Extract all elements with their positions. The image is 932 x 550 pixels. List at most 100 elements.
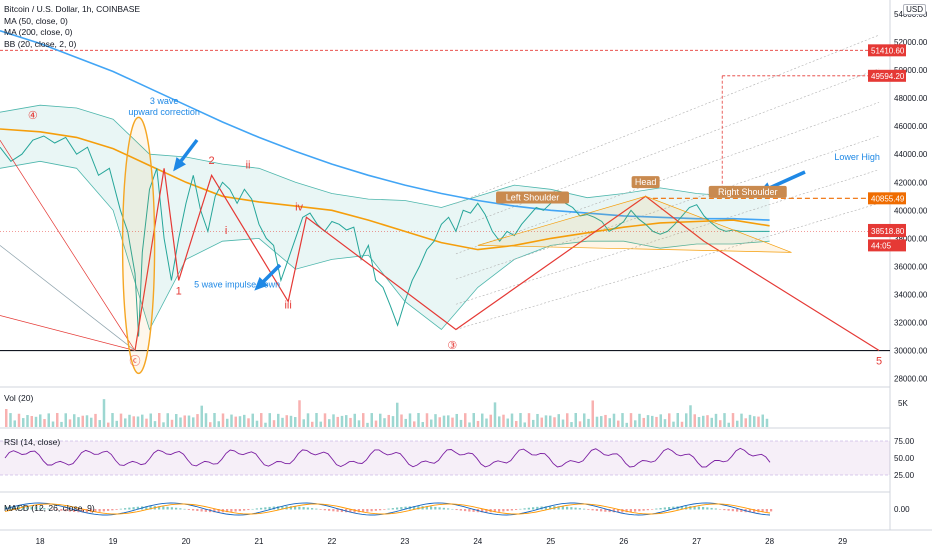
volume-bar	[396, 402, 399, 427]
macd-histogram-bar	[566, 506, 569, 510]
volume-bar	[421, 422, 424, 427]
ma50-legend[interactable]: MA (50, close, 0)	[4, 15, 68, 26]
volume-bar	[532, 419, 535, 427]
price-tag-bg	[868, 239, 906, 252]
volume-bar	[438, 417, 441, 427]
wave-line-c	[0, 245, 136, 351]
macd-panel-label[interactable]: MACD (12, 26, close, 9)	[4, 503, 95, 513]
macd-histogram-bar	[145, 506, 148, 510]
volume-bar	[553, 417, 556, 427]
bb-upper-line	[0, 104, 770, 208]
wave-label: 1	[176, 285, 182, 297]
macd-histogram-bar	[311, 508, 314, 510]
macd-histogram-bar	[183, 508, 186, 510]
bb-lower-line	[0, 160, 770, 331]
x-tick-label: 23	[400, 537, 409, 546]
rsi-tick-label: 75.00	[894, 437, 915, 446]
volume-bar	[731, 413, 735, 427]
volume-bar	[255, 420, 259, 427]
volume-bar	[209, 422, 212, 427]
macd-histogram-bar	[549, 506, 552, 510]
volume-bar	[591, 400, 594, 427]
volume-bar	[260, 413, 263, 427]
volume-bar	[387, 414, 390, 427]
volume-bar	[340, 415, 344, 427]
y-tick-label: 52000.00	[894, 38, 928, 47]
channel-line	[455, 203, 880, 330]
x-tick-label: 29	[838, 537, 847, 546]
volume-bar	[600, 416, 603, 427]
volume-bar	[345, 415, 348, 427]
volume-bar	[132, 416, 135, 427]
rsi-panel-label[interactable]: RSI (14, close)	[4, 437, 61, 447]
volume-bar	[175, 414, 178, 427]
volume-bar	[285, 415, 288, 427]
macd-histogram-bar	[149, 506, 152, 510]
macd-tick-label: 0.00	[894, 505, 910, 514]
macd-histogram-bar	[396, 507, 399, 510]
macd-histogram-bar	[362, 509, 365, 513]
volume-bar	[124, 418, 127, 427]
wave-label: ③	[447, 340, 457, 352]
macd-histogram-bar	[200, 509, 203, 512]
volume-bar	[319, 421, 322, 427]
bb-legend[interactable]: BB (20, close, 2, 0)	[4, 38, 77, 49]
volume-bar	[425, 413, 429, 427]
macd-histogram-bar	[442, 507, 445, 510]
macd-histogram-bar	[115, 509, 118, 510]
volume-bar	[617, 420, 620, 427]
macd-histogram-bar	[98, 509, 101, 512]
wave-label: iv	[295, 201, 303, 213]
macd-histogram-bar	[323, 509, 326, 511]
ma200-legend[interactable]: MA (200, close, 0)	[4, 27, 73, 37]
macd-histogram-bar	[217, 509, 220, 513]
volume-bar	[417, 413, 420, 427]
price-line	[0, 135, 770, 337]
macd-histogram-bar	[336, 509, 339, 512]
macd-histogram-bar	[289, 506, 292, 510]
macd-histogram-bar	[162, 506, 165, 510]
rsi-tick-label: 25.00	[894, 471, 915, 480]
volume-bar	[413, 421, 416, 427]
price-tag-bg	[868, 69, 906, 82]
volume-bar	[107, 422, 110, 427]
macd-histogram-bar	[51, 509, 54, 510]
volume-bar	[47, 413, 50, 427]
volume-bar	[56, 413, 59, 427]
y-tick-label: 38000.00	[894, 234, 928, 243]
volume-bar	[447, 415, 450, 427]
macd-histogram-bar	[659, 507, 662, 510]
volume-bar	[638, 413, 641, 427]
volume-bar	[200, 405, 203, 427]
macd-histogram-bar	[634, 509, 637, 512]
volume-bar	[685, 413, 688, 427]
volume-bar	[570, 422, 573, 427]
macd-histogram-bar	[370, 509, 373, 512]
x-tick-label: 25	[546, 537, 555, 546]
macd-histogram-bar	[434, 506, 437, 510]
macd-histogram-bar	[515, 509, 518, 510]
currency-badge[interactable]: USD	[903, 4, 926, 15]
macd-histogram-bar	[73, 509, 76, 512]
y-tick-label: 48000.00	[894, 94, 928, 103]
macd-histogram-bar	[523, 508, 526, 510]
macd-histogram-bar	[13, 506, 16, 510]
macd-histogram-bar	[727, 509, 730, 511]
volume-bar	[481, 413, 484, 427]
macd-histogram-bar	[349, 509, 352, 513]
macd-histogram-bar	[617, 509, 620, 513]
volume-bar	[153, 421, 157, 427]
volume-bar	[498, 416, 501, 427]
volume-bar	[736, 420, 739, 427]
y-tick-label: 32000.00	[894, 319, 928, 328]
volume-bar	[655, 416, 658, 427]
symbol-title[interactable]: Bitcoin / U.S. Dollar, 1h, COINBASE	[4, 4, 141, 14]
macd-histogram-bar	[561, 506, 564, 510]
macd-histogram-bar	[68, 509, 71, 512]
volume-panel-label[interactable]: Vol (20)	[4, 393, 34, 403]
macd-histogram-bar	[761, 509, 764, 513]
volume-bar	[39, 414, 42, 427]
volume-bar	[60, 421, 63, 427]
macd-histogram-bar	[238, 509, 241, 512]
